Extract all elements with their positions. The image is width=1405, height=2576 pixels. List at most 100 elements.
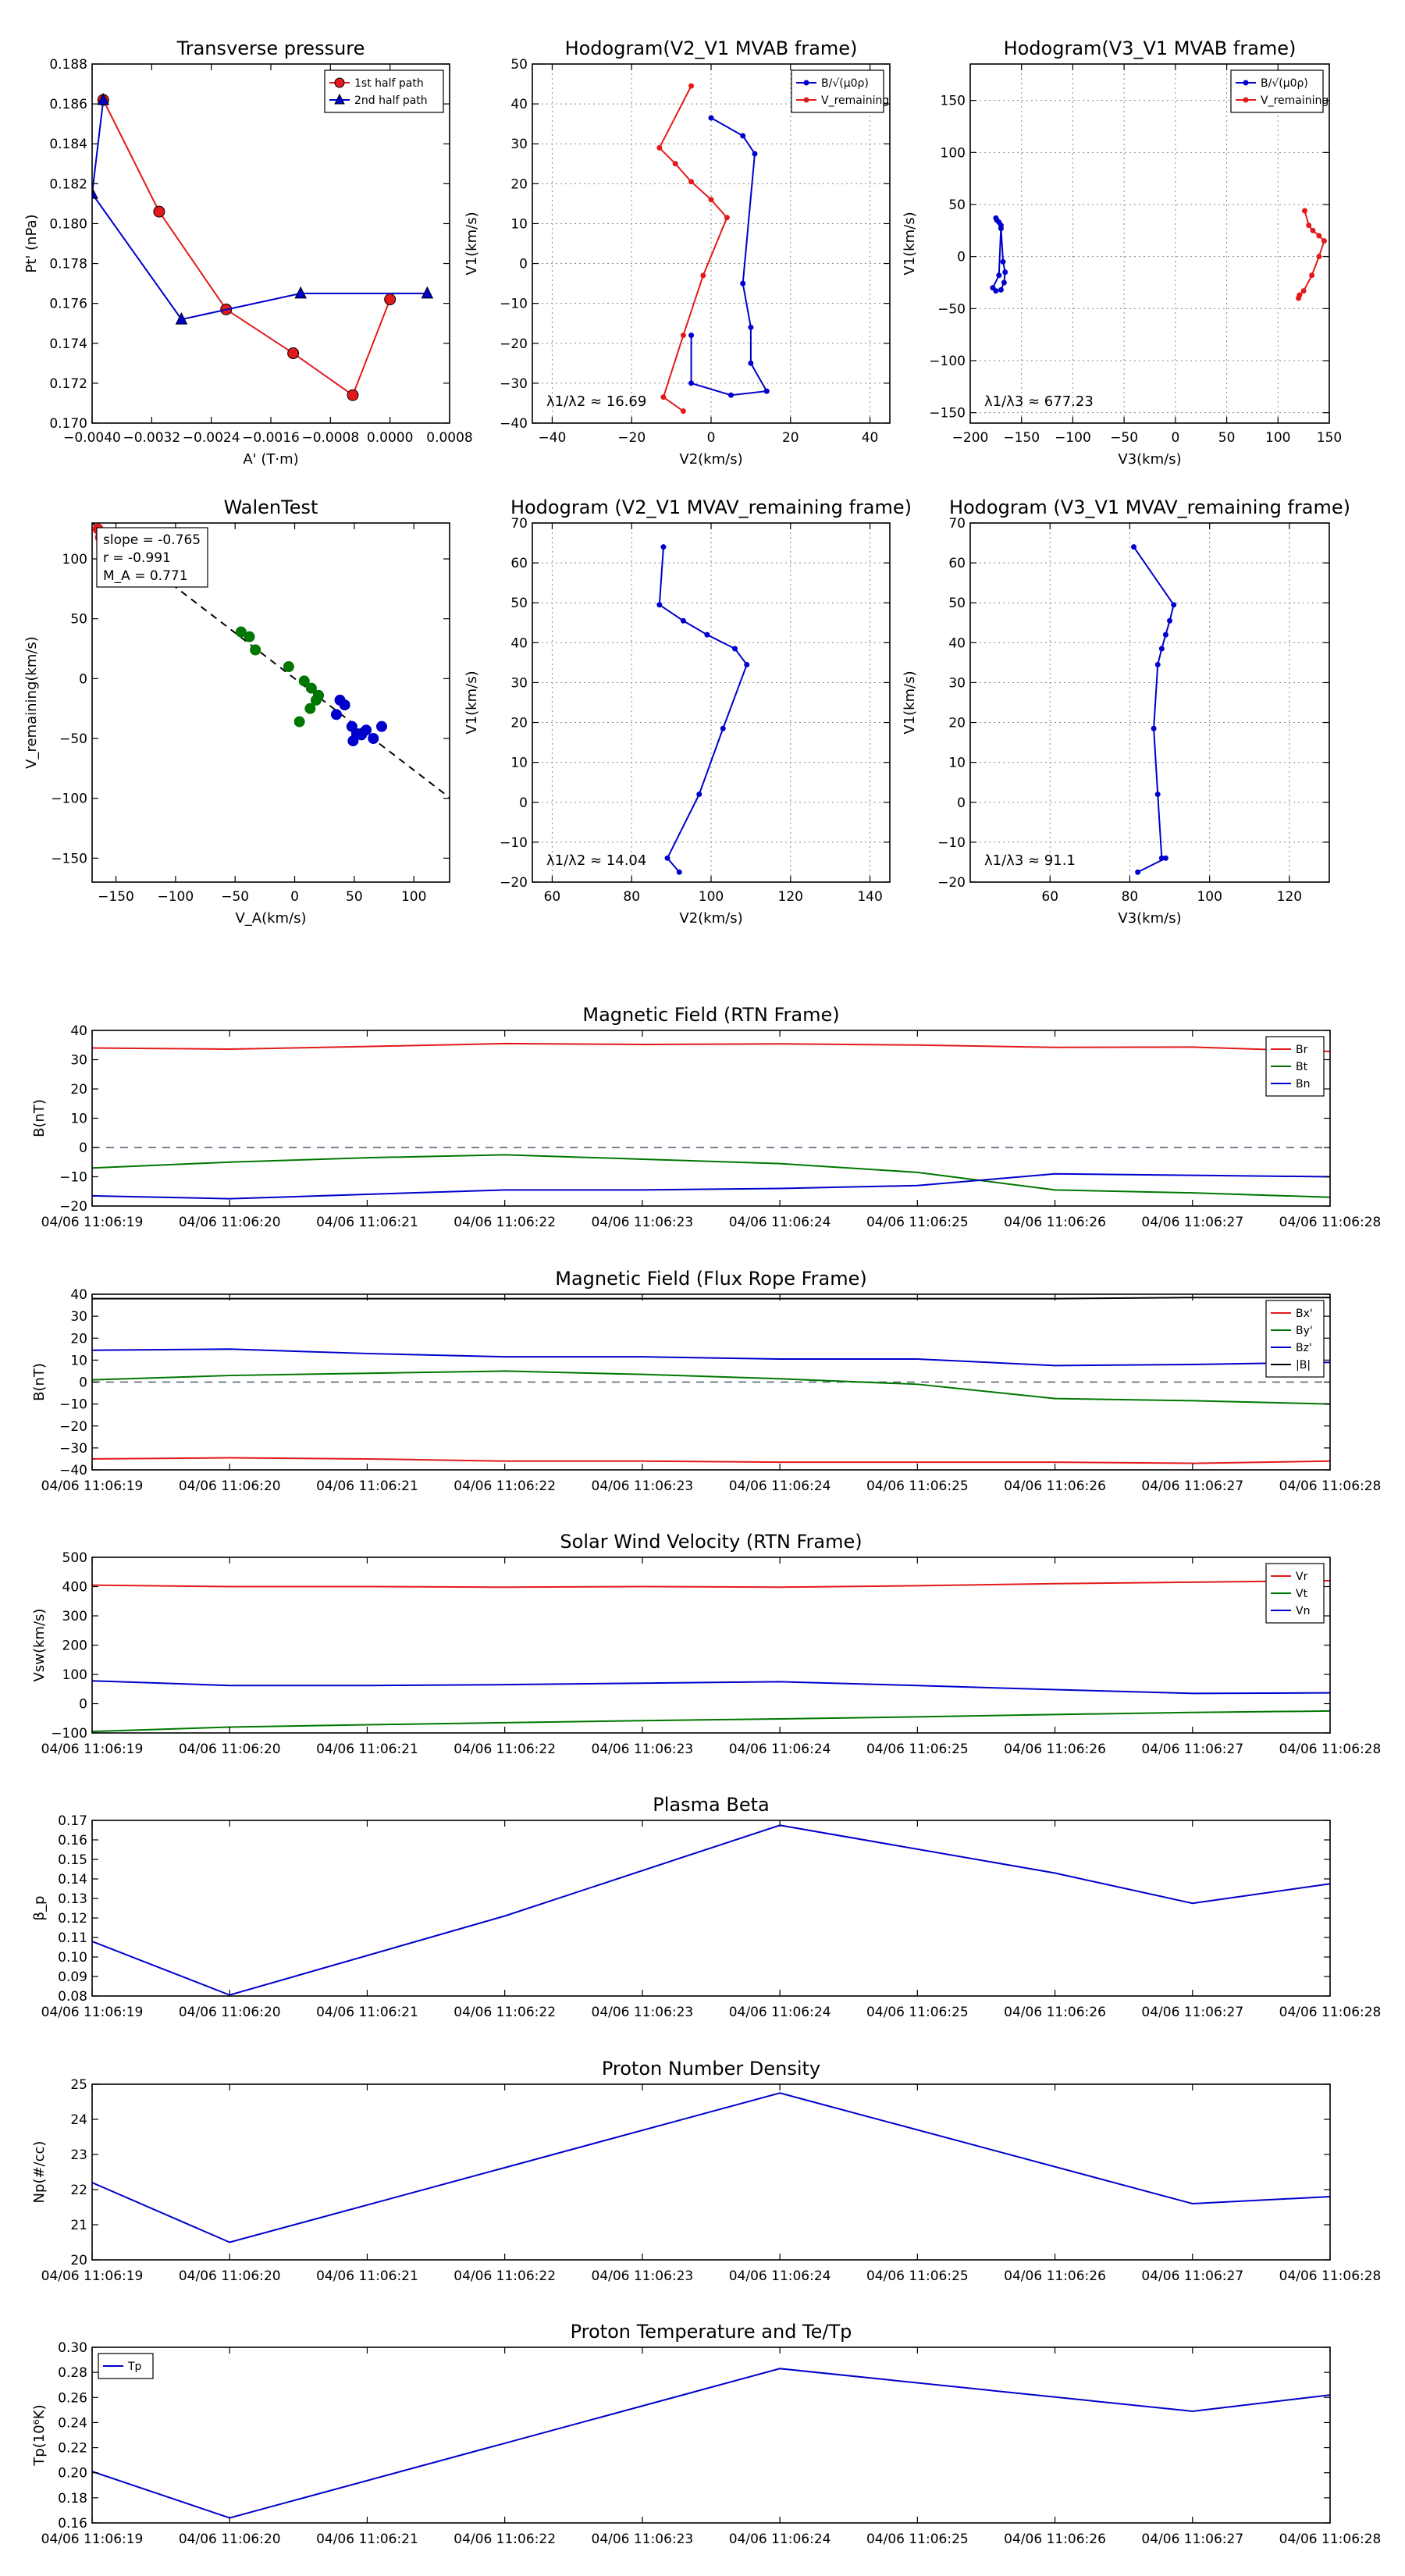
x-tick-label: 0	[707, 430, 716, 446]
legend: B/√(μ0ρ) V_remaining	[1230, 69, 1329, 113]
data-point	[744, 661, 750, 667]
plot-area	[92, 1824, 1330, 1996]
scatter-point	[339, 699, 350, 711]
data-point	[294, 286, 307, 299]
scatter-point	[347, 735, 359, 747]
x-tick-label: 04/06 11:06:22	[454, 2005, 556, 2020]
legend-label: Bx'	[1296, 1308, 1313, 1320]
y-tick-label: 0.170	[49, 416, 87, 432]
data-point	[998, 222, 1004, 229]
x-tick-label: 04/06 11:06:27	[1141, 2532, 1243, 2547]
x-tick-label: 04/06 11:06:27	[1141, 1478, 1243, 1494]
data-point	[680, 617, 686, 624]
x-tick-label: 04/06 11:06:20	[179, 1478, 281, 1494]
x-tick-label: 04/06 11:06:27	[1141, 2005, 1243, 2020]
data-point	[672, 161, 678, 167]
data-point	[1310, 227, 1316, 233]
x-tick-label: 04/06 11:06:21	[316, 2268, 418, 2284]
y-tick-label: 0.16	[58, 1833, 87, 1848]
y-tick-label: 0.30	[58, 2340, 87, 2356]
y-tick-label: 23	[70, 2147, 87, 2163]
x-axis-label: V2(km/s)	[679, 451, 742, 468]
y-tick-label: 0.174	[49, 336, 87, 352]
x-tick-label: 04/06 11:06:25	[866, 2005, 969, 2020]
chart-title: Plasma Beta	[653, 1794, 769, 1816]
x-tick-label: 100	[1197, 889, 1222, 905]
data-point	[660, 394, 667, 400]
panel-beta: Plasma Beta 04/06 11:06:19 04/06 11:06:20 0…	[31, 1794, 1381, 2020]
x-tick-label: 120	[1277, 889, 1302, 905]
y-tick-label: 10	[510, 216, 528, 232]
legend-box	[791, 69, 884, 113]
x-tick-label: 40	[862, 430, 879, 446]
x-tick-label: 100	[401, 889, 426, 905]
axes-frame	[969, 63, 1330, 424]
legend-label: Bn	[1296, 1078, 1310, 1091]
series-line-hodogram	[658, 546, 748, 873]
data-point	[763, 388, 770, 394]
series-line-bt	[92, 1154, 1330, 1198]
series-line-vt	[92, 1710, 1330, 1733]
x-tick-label: 04/06 11:06:20	[179, 2532, 281, 2547]
axes-frame	[91, 1820, 1331, 1997]
x-axis-label: V2(km/s)	[679, 910, 742, 927]
x-tick-label: −0.0040	[63, 430, 121, 446]
legend-label: r = -0.991	[103, 550, 171, 566]
scatter-point	[305, 682, 317, 694]
series-line-hodogram	[1133, 546, 1175, 873]
legend-marker	[334, 77, 345, 88]
y-axis-label: Np(#/cc)	[31, 2141, 48, 2204]
data-point	[1309, 272, 1315, 279]
chart-title: Proton Temperature and Te/Tp	[571, 2321, 852, 2343]
x-tick-label: 60	[544, 889, 561, 905]
series-line-by	[92, 1370, 1330, 1405]
x-tick-label: −50	[1110, 430, 1138, 446]
data-point	[708, 197, 714, 203]
y-tick-label: 50	[948, 596, 966, 611]
walen-legend: slope = -0.765 r = -0.991 M_A = 0.771	[96, 527, 208, 588]
plot-area	[1131, 544, 1177, 875]
y-tick-label: 0.09	[58, 1969, 87, 1985]
plot-area	[656, 83, 770, 415]
x-tick-label: 04/06 11:06:24	[729, 1215, 831, 1230]
y-axis-label: Vsw(km/s)	[31, 1609, 48, 1682]
data-point	[1151, 725, 1157, 731]
x-tick-label: 04/06 11:06:23	[592, 1478, 694, 1494]
plot-area	[92, 92, 434, 401]
plot-area	[990, 208, 1327, 301]
x-tick-label: 100	[1265, 430, 1290, 446]
y-tick-label: 100	[941, 145, 966, 161]
data-point	[727, 392, 734, 398]
y-tick-label: 21	[70, 2218, 87, 2233]
panel-h1: Hodogram(V2_V1 MVAB frame) −40 −20 0 20 40 −40…	[464, 37, 891, 468]
y-tick-label: 0	[79, 1697, 87, 1713]
x-tick-label: 04/06 11:06:28	[1279, 2268, 1382, 2284]
x-tick-label: 04/06 11:06:24	[729, 2268, 831, 2284]
x-tick-label: 04/06 11:06:20	[179, 2005, 281, 2020]
x-tick-label: 140	[857, 889, 882, 905]
chart-title: Hodogram(V2_V1 MVAB frame)	[565, 37, 858, 59]
axes-frame	[91, 2083, 1331, 2261]
x-tick-label: 04/06 11:06:24	[729, 2005, 831, 2020]
y-tick-label: −30	[59, 1441, 87, 1457]
y-axis-label: V1(km/s)	[902, 212, 918, 275]
y-tick-label: 0.16	[58, 2516, 87, 2532]
y-tick-label: −30	[500, 376, 528, 392]
x-tick-label: 04/06 11:06:21	[316, 1215, 418, 1230]
x-tick-label: −40	[538, 430, 566, 446]
axes-frame	[91, 522, 450, 883]
x-tick-label: 04/06 11:06:19	[41, 1215, 144, 1230]
scatter-point	[235, 626, 247, 638]
data-point	[175, 311, 188, 325]
chart-title: Magnetic Field (Flux Rope Frame)	[555, 1268, 866, 1290]
y-tick-label: 20	[510, 716, 528, 731]
y-tick-label: −20	[59, 1199, 87, 1215]
eigenvalue-ratio-annotation: λ1/λ3 ≈ 677.23	[984, 393, 1094, 410]
series-line-vr	[92, 1580, 1330, 1589]
x-tick-label: 0.0000	[367, 430, 413, 446]
x-tick-label: 04/06 11:06:20	[179, 2268, 281, 2284]
data-point	[688, 380, 695, 386]
y-tick-label: 100	[62, 552, 87, 568]
data-point	[1171, 602, 1177, 608]
